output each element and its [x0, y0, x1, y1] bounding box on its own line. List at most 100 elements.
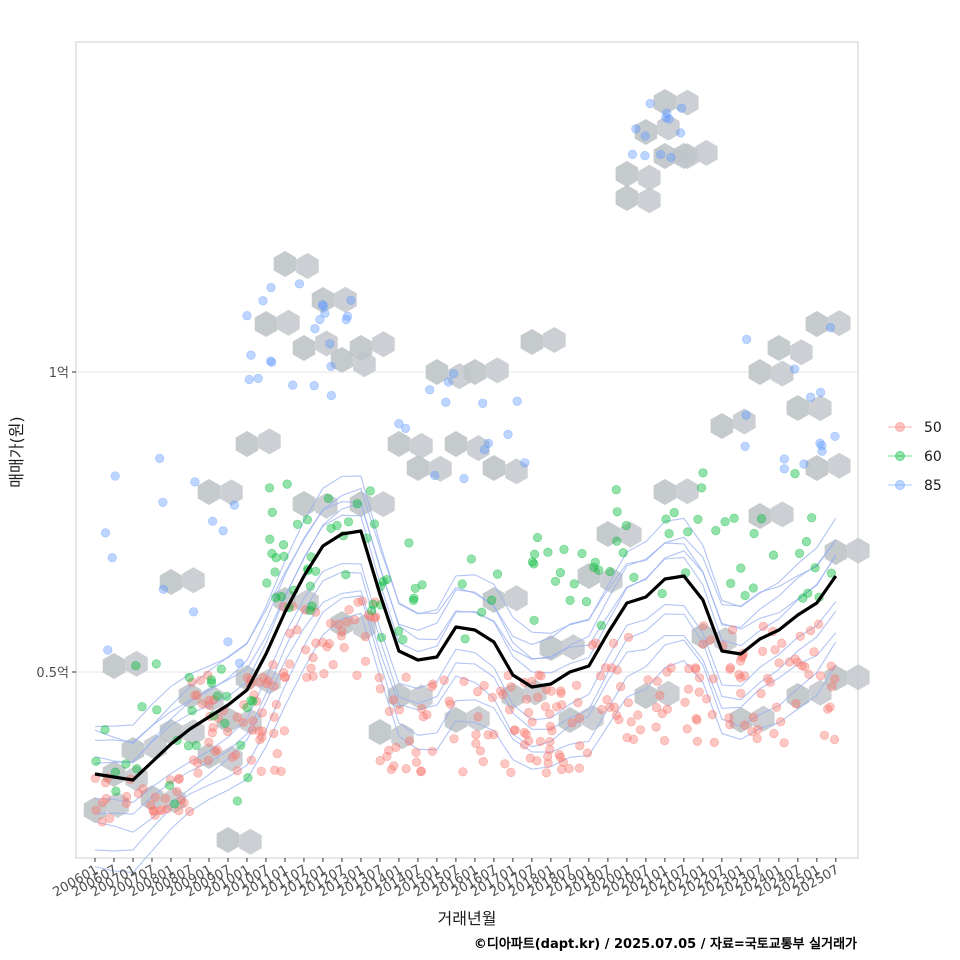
- hex-cell: [729, 707, 753, 733]
- contour-line: [94, 590, 837, 833]
- point-60: [368, 599, 378, 609]
- point-50: [418, 711, 428, 722]
- point-85: [267, 357, 277, 367]
- point-50: [522, 694, 532, 704]
- point-60: [748, 583, 758, 593]
- trend-line-layer: [94, 529, 838, 782]
- point-50: [292, 625, 302, 635]
- point-85: [520, 458, 530, 468]
- hex-cell: [672, 143, 696, 169]
- point-50: [597, 704, 607, 715]
- point-50: [487, 692, 498, 703]
- point-50: [138, 784, 148, 794]
- point-50: [826, 661, 836, 671]
- point-50: [774, 658, 784, 668]
- point-50: [545, 736, 555, 747]
- point-85: [503, 429, 513, 440]
- point-50: [557, 700, 567, 710]
- point-60: [131, 661, 141, 671]
- point-60: [594, 565, 604, 575]
- point-50: [643, 675, 653, 685]
- point-85: [317, 300, 328, 310]
- point-60: [807, 513, 817, 523]
- point-60: [803, 588, 813, 598]
- point-60: [790, 469, 800, 479]
- point-50: [612, 665, 622, 675]
- point-60: [184, 672, 194, 683]
- point-60: [543, 547, 553, 557]
- point-60: [248, 696, 258, 706]
- point-50: [736, 688, 746, 698]
- point-50: [257, 732, 267, 742]
- legend-key-point: [895, 480, 905, 490]
- point-60: [801, 536, 812, 547]
- point-60: [404, 538, 414, 548]
- hex-cell: [676, 478, 699, 505]
- hex-cell: [824, 665, 848, 691]
- hex-cell: [676, 89, 699, 116]
- point-50: [179, 798, 189, 808]
- point-85: [189, 607, 199, 617]
- point-60: [555, 567, 566, 578]
- point-50: [666, 663, 676, 673]
- point-50: [483, 730, 493, 740]
- point-60: [492, 569, 503, 579]
- point-50: [246, 755, 256, 765]
- point-85: [676, 103, 687, 113]
- point-50: [389, 695, 399, 705]
- point-50: [571, 680, 582, 690]
- point-50: [795, 631, 805, 641]
- point-50: [449, 734, 459, 744]
- point-60: [810, 563, 820, 573]
- point-50: [758, 621, 768, 631]
- point-50: [280, 672, 291, 683]
- point-50: [659, 735, 670, 746]
- point-50: [829, 734, 840, 745]
- point-50: [544, 709, 555, 719]
- point-60: [100, 725, 110, 735]
- hex-cell: [159, 569, 183, 595]
- point-60: [612, 507, 622, 517]
- point-50: [160, 793, 170, 804]
- legend: 50 60 85: [888, 420, 942, 494]
- point-50: [382, 751, 392, 762]
- point-85: [741, 334, 752, 345]
- point-50: [308, 652, 318, 663]
- point-85: [789, 364, 800, 374]
- hex-cell: [410, 432, 433, 459]
- point-50: [261, 678, 272, 689]
- point-50: [556, 764, 567, 775]
- point-50: [724, 713, 734, 723]
- hex-cell: [368, 719, 392, 745]
- hex-cell: [809, 395, 832, 422]
- hex-cell: [315, 330, 338, 357]
- point-50: [567, 718, 577, 728]
- point-60: [720, 517, 730, 527]
- legend-label: 85: [924, 478, 942, 494]
- point-85: [266, 282, 276, 293]
- point-85: [318, 301, 329, 311]
- point-50: [257, 708, 267, 718]
- point-85: [110, 471, 120, 481]
- point-50: [203, 670, 213, 680]
- point-50: [558, 757, 568, 767]
- point-50: [623, 698, 633, 708]
- point-60: [243, 773, 253, 783]
- point-60: [164, 780, 175, 790]
- point-85: [326, 361, 336, 372]
- point-50: [705, 635, 716, 645]
- point-50: [652, 676, 662, 686]
- hex-cell: [106, 792, 129, 818]
- point-50: [394, 705, 405, 715]
- hex-cell: [296, 253, 319, 279]
- point-60: [343, 517, 354, 527]
- point-50: [238, 717, 248, 727]
- point-50: [762, 673, 773, 684]
- point-60: [768, 550, 779, 560]
- point-50: [694, 673, 705, 683]
- point-60: [394, 626, 404, 636]
- point-60: [326, 523, 336, 533]
- contour-line: [94, 595, 837, 852]
- point-50: [555, 752, 566, 763]
- point-50: [375, 755, 385, 766]
